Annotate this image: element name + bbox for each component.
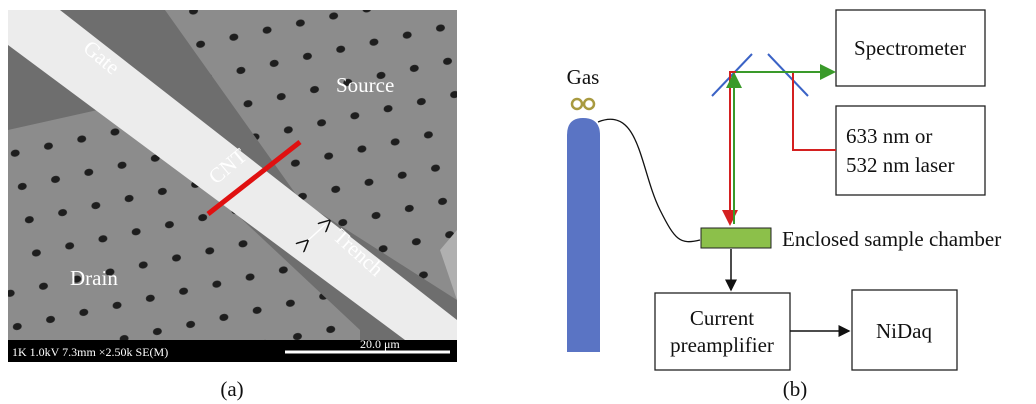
preamp-box xyxy=(655,293,790,370)
daq-label: NiDaq xyxy=(876,319,932,343)
caption-a: (a) xyxy=(220,377,243,401)
mirror xyxy=(712,54,752,96)
sample-chamber xyxy=(701,228,771,248)
preamp-label: Current xyxy=(690,306,754,330)
spectrometer-label: Spectrometer xyxy=(854,36,966,60)
setup-diagram: Gas Spectrometer 633 nm or 532 nm laser … xyxy=(567,10,1002,370)
chamber-label: Enclosed sample chamber xyxy=(782,227,1001,251)
gas-cylinder xyxy=(567,118,600,352)
preamp-label: preamplifier xyxy=(670,333,774,357)
source-label: Source xyxy=(336,73,394,97)
laser-path xyxy=(730,72,836,224)
laser-box xyxy=(836,106,985,195)
drain-label: Drain xyxy=(70,266,118,290)
valve xyxy=(572,99,582,109)
laser-label: 532 nm laser xyxy=(846,153,954,177)
mirror xyxy=(768,54,808,96)
gas-tube xyxy=(598,119,700,241)
valve xyxy=(584,99,594,109)
scale-text: 20.0 μm xyxy=(360,337,400,351)
caption-b: (b) xyxy=(783,377,808,401)
sem-image: Gate Source CNT Drain Trench 1K 1.0kV 7.… xyxy=(8,10,457,362)
figure: Gate Source CNT Drain Trench 1K 1.0kV 7.… xyxy=(0,0,1036,404)
info-text: 1K 1.0kV 7.3mm ×2.50k SE(M) xyxy=(12,345,168,359)
laser-label: 633 nm or xyxy=(846,124,932,148)
gas-label: Gas xyxy=(567,65,600,89)
